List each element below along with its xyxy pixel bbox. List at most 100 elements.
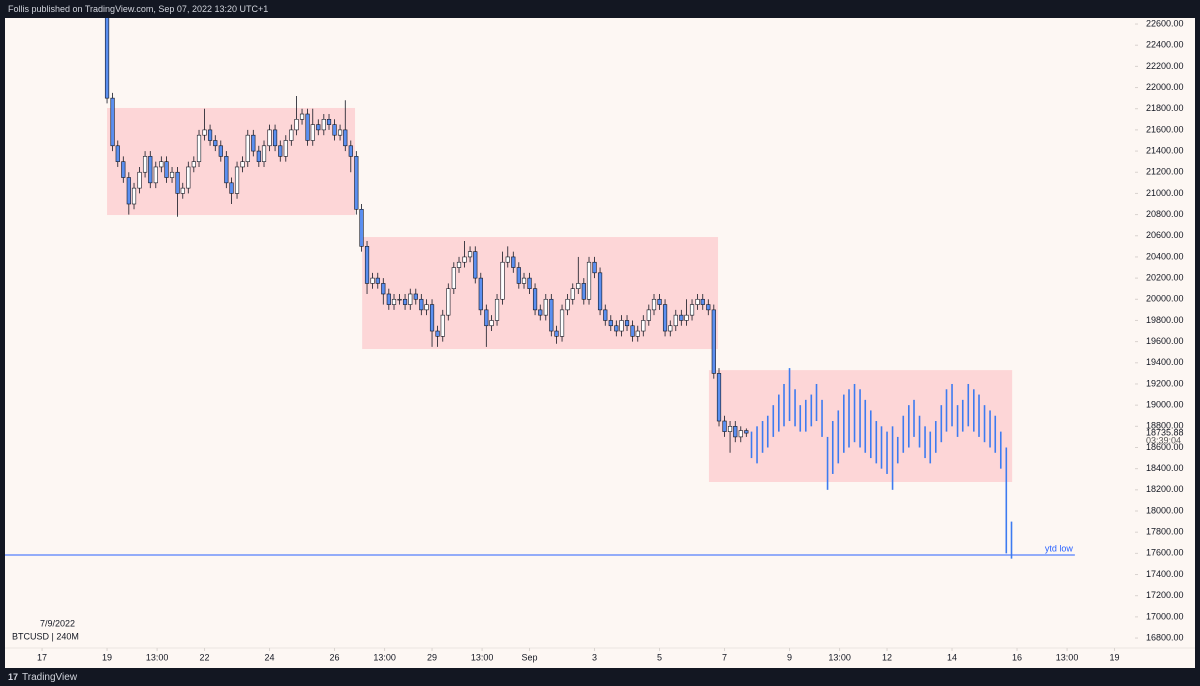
y-tick-label: 18200.00	[1146, 484, 1184, 494]
x-tick-label: 14	[947, 652, 957, 662]
y-tick-label: 21600.00	[1146, 124, 1184, 134]
x-tick-label: 9	[787, 652, 792, 662]
candle-body	[543, 298, 548, 316]
candle-body	[256, 150, 261, 162]
candle-body	[456, 261, 462, 268]
candle-body	[473, 251, 478, 279]
x-tick-label: 5	[657, 652, 662, 662]
candle-body	[299, 113, 305, 120]
candle-body	[267, 129, 272, 147]
candle-body	[196, 134, 202, 162]
y-tick-label: 17000.00	[1146, 611, 1184, 621]
ytd-low-label: ytd low	[1045, 543, 1074, 553]
candle-body	[289, 129, 294, 141]
x-tick-label: 13:00	[828, 652, 851, 662]
candle-body	[305, 113, 310, 141]
candle-body	[440, 314, 445, 337]
candle-body	[142, 156, 148, 173]
candle-body	[408, 293, 413, 305]
x-tick-label: 26	[330, 652, 340, 662]
candle-body	[381, 283, 386, 295]
candle-body	[234, 166, 240, 194]
candle-body	[229, 182, 234, 194]
candle-body	[126, 177, 131, 205]
candle-body	[500, 261, 505, 300]
y-tick-label: 21200.00	[1146, 167, 1184, 177]
brand: TradingView	[22, 672, 78, 683]
candle-body	[619, 320, 624, 332]
candle-body	[700, 298, 705, 305]
candle-body	[180, 187, 185, 194]
candle-body	[261, 145, 267, 162]
x-tick-label: 22	[200, 652, 210, 662]
x-tick-label: Sep	[522, 652, 538, 662]
candle-body	[662, 304, 668, 332]
candle-body	[462, 256, 467, 263]
publish-bar: Follis published on TradingView.com, Sep…	[0, 0, 1200, 18]
candle-body	[489, 320, 494, 327]
x-tick-label: 24	[265, 652, 275, 662]
candle-body	[679, 314, 684, 321]
candle-body	[364, 246, 370, 284]
candle-body	[532, 288, 538, 311]
x-tick-label: 19	[102, 652, 112, 662]
candle-body	[326, 119, 332, 125]
candle-body	[624, 320, 630, 327]
candle-body	[727, 426, 733, 432]
candle-body	[332, 124, 337, 136]
candle-body	[538, 309, 543, 316]
candle-body	[110, 97, 115, 147]
y-tick-label: 17400.00	[1146, 569, 1184, 579]
candle-body	[391, 298, 397, 305]
date-label: 7/9/2022	[40, 618, 75, 628]
y-tick-label: 19800.00	[1146, 315, 1184, 325]
candle-body	[516, 267, 521, 284]
x-tick-label: 13:00	[1056, 652, 1079, 662]
candle-body	[494, 298, 500, 321]
x-tick-label: 12	[882, 652, 892, 662]
y-tick-label: 22000.00	[1146, 82, 1184, 92]
y-tick-label: 20200.00	[1146, 272, 1184, 282]
candle-body	[419, 298, 424, 311]
candle-body	[375, 277, 380, 284]
y-tick-label: 20400.00	[1146, 251, 1184, 261]
candle-body	[240, 161, 245, 168]
x-tick-label: 7	[722, 652, 727, 662]
candle-body	[695, 298, 700, 305]
candle-body	[478, 277, 483, 311]
y-tick-label: 22400.00	[1146, 40, 1184, 50]
candle-body	[337, 129, 343, 136]
candle-body	[549, 298, 554, 332]
candle-body	[608, 320, 613, 327]
y-tick-label: 18800.00	[1146, 421, 1184, 431]
candle-body	[711, 309, 716, 374]
candle-body	[467, 251, 473, 258]
y-tick-label: 21000.00	[1146, 188, 1184, 198]
y-tick-label: 22600.00	[1146, 18, 1184, 28]
y-tick-label: 19400.00	[1146, 357, 1184, 367]
candle-body	[245, 134, 250, 162]
candle-body	[153, 166, 158, 184]
last-price-label: 18735.88	[1146, 427, 1184, 437]
candle-body	[527, 277, 532, 289]
candle-body	[213, 140, 218, 147]
x-tick-label: 3	[592, 652, 597, 662]
candle-body	[402, 298, 408, 305]
x-tick-label: 13:00	[373, 652, 396, 662]
candle-body	[115, 145, 120, 162]
candle-body	[554, 330, 559, 337]
candle-body	[186, 166, 191, 189]
y-tick-label: 17600.00	[1146, 548, 1184, 558]
plot-area	[5, 18, 1075, 559]
y-tick-label: 21400.00	[1146, 145, 1184, 155]
axes: 16800.00 17000.00 17200.00 17400.00 17600.00…	[37, 18, 1184, 662]
candle-body	[733, 426, 738, 438]
candle-body	[576, 283, 581, 289]
y-tick-label: 20600.00	[1146, 230, 1184, 240]
candle-body	[630, 325, 635, 337]
candle-body	[424, 304, 429, 311]
candle-body	[343, 129, 348, 147]
x-tick-label: 16	[1012, 652, 1022, 662]
y-tick-label: 20800.00	[1146, 209, 1184, 219]
candle-body	[603, 309, 608, 321]
